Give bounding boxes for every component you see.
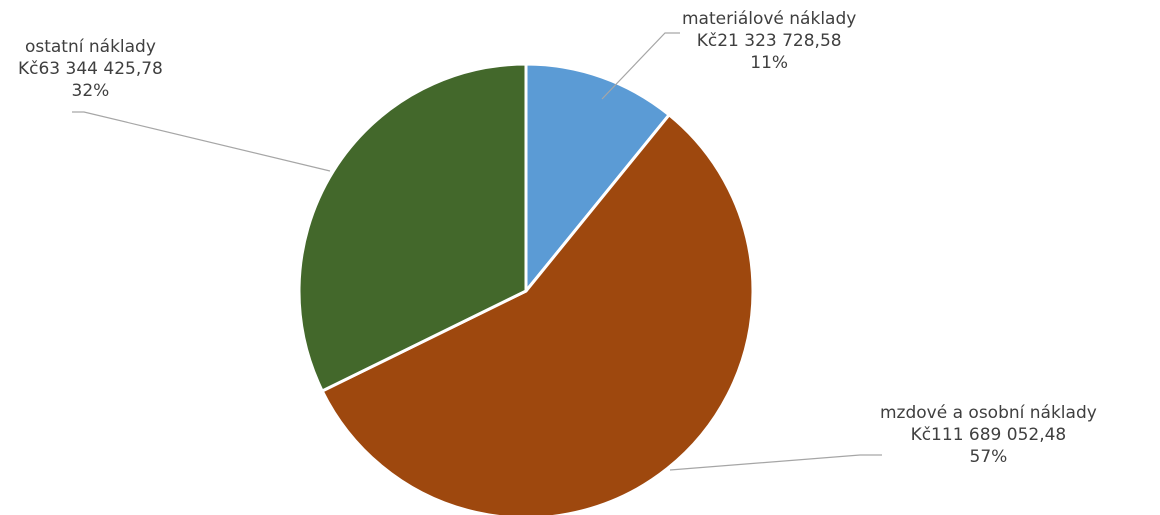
slice-mzdove [320, 113, 755, 515]
data-label-materialove: materiálové náklady Kč21 323 728,58 11% [682, 8, 856, 74]
slice-name: materiálové náklady [682, 9, 857, 29]
data-label-mzdove: mzdové a osobní náklady Kč111 689 052,48… [880, 402, 1097, 468]
slice-percent: 57% [969, 447, 1008, 467]
slice-materialove [524, 62, 671, 293]
slice-ostatni [297, 62, 528, 393]
slice-percent: 11% [750, 53, 789, 73]
leader-line-materialove [601, 32, 680, 100]
slice-value: Kč21 323 728,58 [696, 31, 842, 51]
slice-value: Kč63 344 425,78 [18, 59, 163, 79]
slice-name: mzdové a osobní náklady [880, 403, 1097, 423]
slice-percent: 32% [71, 81, 110, 101]
data-label-ostatni: ostatní náklady Kč63 344 425,78 32% [18, 36, 163, 102]
leader-line-ostatni [72, 111, 331, 172]
slice-value: Kč111 689 052,48 [910, 425, 1067, 445]
slice-name: ostatní náklady [24, 37, 156, 57]
leader-line-mzdove [669, 454, 882, 471]
